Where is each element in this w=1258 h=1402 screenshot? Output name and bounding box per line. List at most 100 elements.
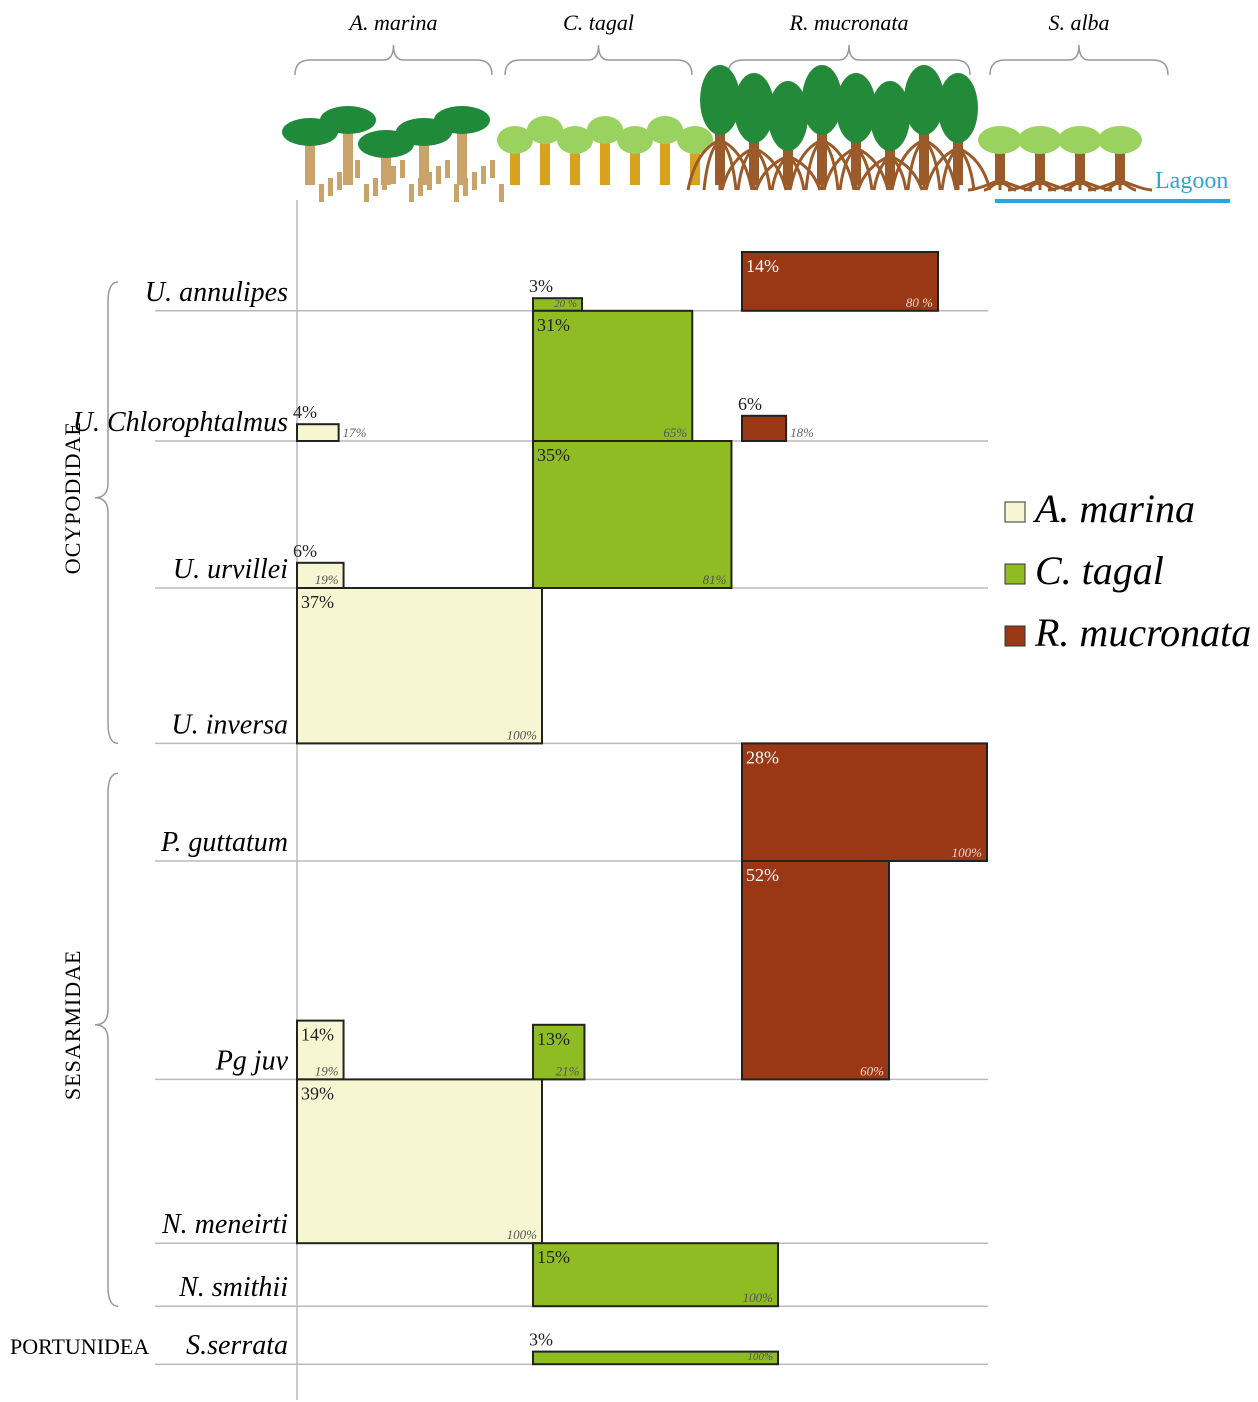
- pneumatophore: [472, 172, 477, 190]
- root: [788, 138, 823, 191]
- row-label: U. annulipes: [145, 277, 288, 308]
- legend-label: R. mucronata: [1034, 610, 1251, 655]
- trunk: [995, 140, 1005, 185]
- cell: [532, 309, 694, 442]
- crown: [647, 116, 683, 144]
- cell: [741, 860, 890, 1081]
- cell: [741, 742, 988, 863]
- share-label: 13%: [537, 1029, 570, 1049]
- zone-brace: [727, 44, 971, 76]
- share-label: 14%: [301, 1025, 334, 1045]
- crown: [587, 116, 623, 144]
- trunk: [305, 132, 315, 185]
- row-label: N. meneirti: [161, 1209, 288, 1240]
- root: [872, 154, 892, 191]
- pneumatophore: [337, 172, 342, 190]
- root: [940, 146, 960, 191]
- trunk: [749, 108, 759, 185]
- cell: [296, 587, 543, 745]
- within-label: 19%: [315, 1063, 339, 1078]
- share-label: 39%: [301, 1083, 334, 1103]
- legend-swatch: [1004, 501, 1026, 523]
- within-label: 60%: [860, 1063, 884, 1078]
- pneumatophore: [310, 160, 315, 178]
- within-label: 65%: [663, 425, 687, 440]
- within-label: 80 %: [906, 295, 933, 310]
- share-label: 6%: [293, 541, 317, 561]
- share-label: 15%: [537, 1247, 570, 1267]
- group-brace: [94, 772, 119, 1307]
- pneumatophore: [463, 178, 468, 196]
- trunk: [660, 130, 670, 185]
- zone-brace: [294, 44, 493, 76]
- row-label: S.serrata: [186, 1330, 288, 1361]
- root: [1063, 178, 1081, 192]
- trunk: [1035, 140, 1045, 185]
- share-label: 3%: [529, 276, 553, 296]
- root: [983, 178, 1001, 192]
- trunk: [570, 140, 580, 185]
- cell: [532, 440, 733, 589]
- root: [838, 146, 858, 191]
- share-label: 28%: [746, 747, 779, 767]
- within-label: 21%: [556, 1063, 580, 1078]
- cell: [296, 423, 340, 443]
- crown: [557, 126, 593, 154]
- pneumatophore: [418, 178, 423, 196]
- pneumatophore: [364, 184, 369, 202]
- trunk: [690, 140, 700, 185]
- row-label: Pg juv: [215, 1045, 289, 1076]
- share-label: 35%: [537, 445, 570, 465]
- root: [1023, 178, 1041, 192]
- mangrove-illustration: [282, 44, 1169, 202]
- pneumatophore: [445, 160, 450, 178]
- crown: [527, 116, 563, 144]
- root: [736, 146, 756, 191]
- crown: [434, 106, 490, 134]
- group-brace: [94, 281, 119, 745]
- share-label: 37%: [301, 592, 334, 612]
- trunk: [510, 140, 520, 185]
- trunk: [381, 144, 391, 185]
- zone-label: A. marina: [348, 10, 438, 35]
- pneumatophore: [481, 166, 486, 184]
- crown: [802, 65, 842, 135]
- crown: [1018, 126, 1062, 154]
- pneumatophore: [328, 178, 333, 196]
- root: [702, 138, 722, 191]
- trunk: [343, 120, 353, 185]
- zone-label: S. alba: [1048, 10, 1109, 35]
- pneumatophore: [409, 184, 414, 202]
- crown: [497, 126, 533, 154]
- within-label: 81%: [703, 572, 727, 587]
- zone-brace: [504, 44, 693, 76]
- cell: [532, 1242, 779, 1308]
- trunk: [457, 120, 467, 185]
- row-label: U. inversa: [171, 709, 288, 740]
- group-label: PORTUNIDEA: [10, 1334, 149, 1359]
- trunk: [1115, 140, 1125, 185]
- trunk: [600, 130, 610, 185]
- pneumatophore: [391, 166, 396, 184]
- crown: [1058, 126, 1102, 154]
- pneumatophore: [355, 160, 360, 178]
- root: [804, 138, 824, 191]
- legend-label: A. marina: [1032, 486, 1195, 531]
- cell: [296, 1078, 543, 1245]
- trunk: [851, 108, 861, 185]
- zone-brace: [989, 44, 1169, 76]
- trunk: [630, 140, 640, 185]
- share-label: 3%: [529, 1330, 553, 1350]
- pneumatophore: [427, 172, 432, 190]
- pneumatophore: [499, 184, 504, 202]
- group-label: OCYPODIDAE: [60, 421, 85, 574]
- crown: [734, 73, 774, 143]
- root: [1119, 178, 1153, 192]
- trunk: [953, 108, 963, 185]
- share-label: 14%: [746, 256, 779, 276]
- crown: [320, 106, 376, 134]
- within-label: 100%: [952, 845, 983, 860]
- row-label: P. guttatum: [160, 827, 288, 858]
- zone-label: C. tagal: [563, 10, 634, 35]
- lagoon-label: Lagoon: [1155, 168, 1228, 194]
